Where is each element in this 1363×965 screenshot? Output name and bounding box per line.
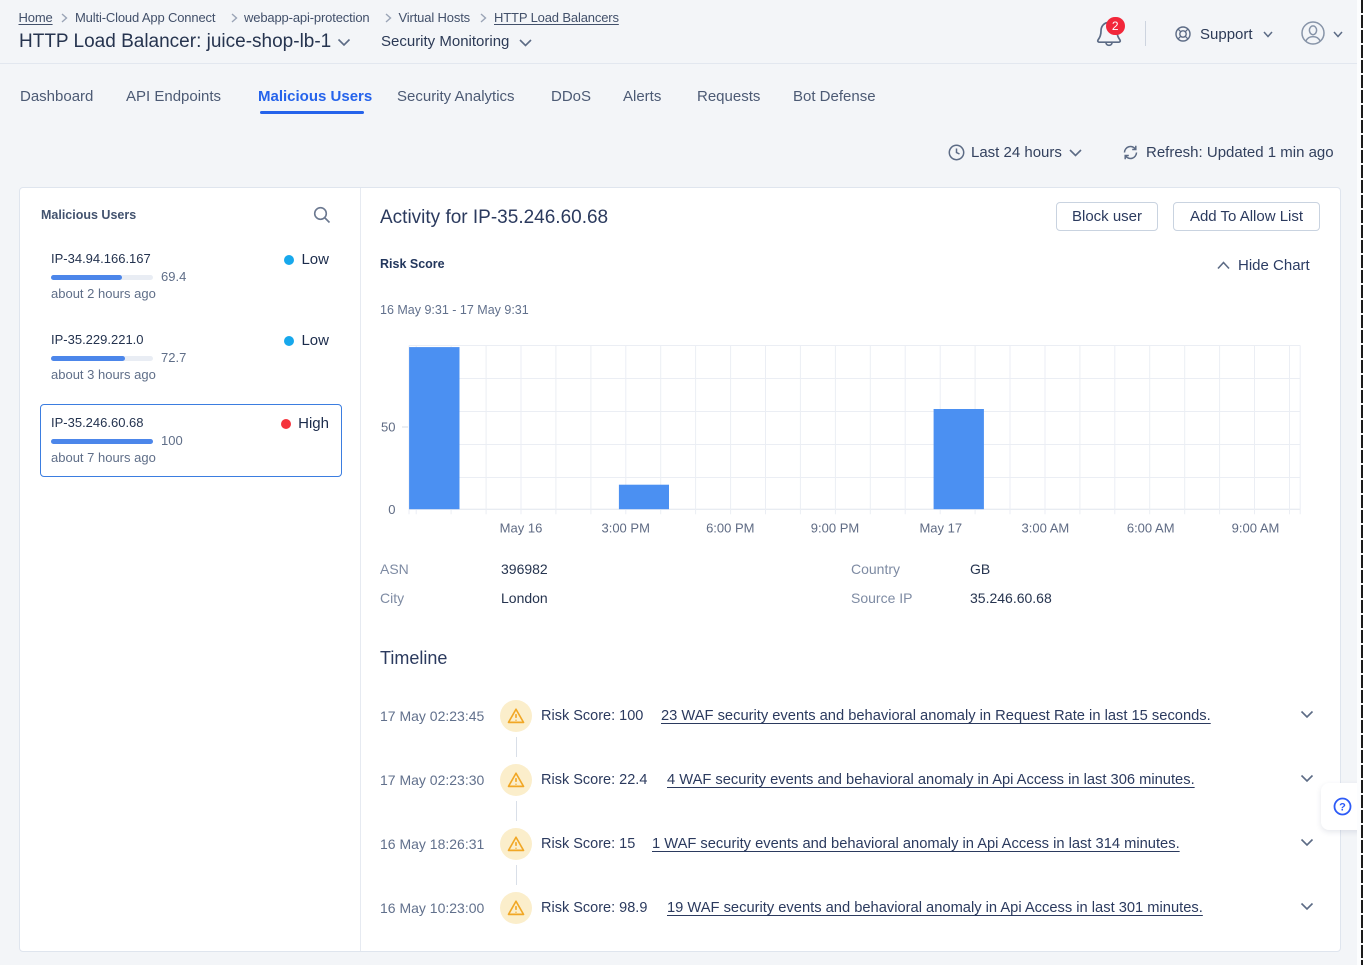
svg-text:6:00 PM: 6:00 PM bbox=[706, 521, 754, 536]
svg-text:6:00 AM: 6:00 AM bbox=[1127, 521, 1175, 536]
svg-text:9:00 AM: 9:00 AM bbox=[1232, 521, 1280, 536]
svg-text:May 16: May 16 bbox=[500, 521, 543, 536]
svg-text:9:00 PM: 9:00 PM bbox=[811, 521, 859, 536]
svg-text:3:00 AM: 3:00 AM bbox=[1022, 521, 1070, 536]
svg-text:3:00 PM: 3:00 PM bbox=[601, 521, 649, 536]
svg-text:50: 50 bbox=[381, 420, 395, 435]
svg-text:May 17: May 17 bbox=[919, 521, 962, 536]
svg-text:0: 0 bbox=[388, 502, 395, 517]
svg-text:?: ? bbox=[1339, 802, 1346, 814]
